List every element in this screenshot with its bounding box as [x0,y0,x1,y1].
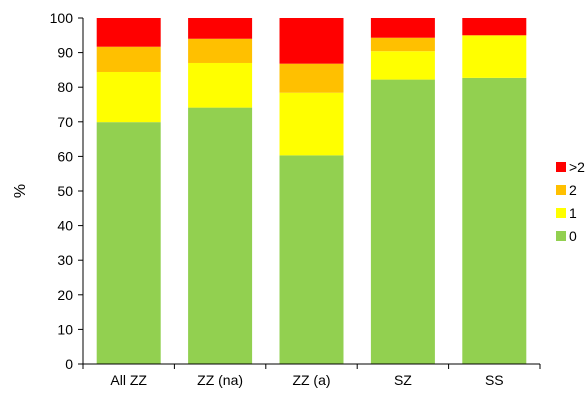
x-tick-label: ZZ (na) [197,372,243,388]
y-tick-label: 40 [57,218,73,234]
legend-item: >2 [556,159,585,175]
bar-segment-1-3 [96,46,161,72]
y-tick-label: 50 [57,183,73,199]
legend-label: 2 [569,182,577,198]
y-tick-label: 70 [57,114,73,130]
bar-segment-2-1 [188,107,253,365]
axes-layer: All ZZ ZZ (na) ZZ (a) SZ SS 0 10 20 30 40 50 60 70 80… [12,10,541,388]
bar-segment-3-1 [279,155,344,364]
legend-item: 2 [556,182,577,198]
legend-label: >2 [569,159,585,175]
legend-label: 1 [569,205,577,221]
legend-item: 0 [556,228,577,244]
legend-swatch [556,208,566,218]
bar-segment-4-3 [370,37,435,52]
bar-segment-4-2 [370,51,435,80]
legend-swatch [556,162,566,172]
bar-segment-2-4 [188,18,253,39]
y-tick-label: 90 [57,45,73,61]
legend-swatch [556,185,566,195]
legend-item: 1 [556,205,577,221]
x-tick-label: ZZ (a) [292,372,330,388]
y-tick-label: 10 [57,321,73,337]
bar-segment-1-4 [96,18,161,47]
y-tick-label: 60 [57,148,73,164]
y-tick-label: 0 [65,356,73,372]
x-tick-label: All ZZ [110,372,147,388]
y-tick-label: 30 [57,252,73,268]
x-tick-label: SS [485,372,504,388]
y-tick-label: 80 [57,79,73,95]
bar-segment-1-1 [96,122,161,365]
bar-segment-2-3 [188,38,253,63]
bar-segment-2-2 [188,62,253,108]
legend-label: 0 [569,228,577,244]
bar-segment-3-3 [279,63,344,93]
y-axis-title: % [12,184,29,198]
bar-segment-1-2 [96,71,161,123]
y-tick-label: 20 [57,287,73,303]
bars-layer [96,18,527,365]
x-tick-label: SZ [394,372,412,388]
bar-segment-5-2 [462,35,527,78]
legend-swatch [556,231,566,241]
bar-segment-4-1 [370,79,435,364]
bar-segment-5-4 [462,18,527,36]
y-tick-label: 100 [50,10,74,26]
legend: >2 2 1 0 [556,159,585,244]
bar-segment-3-2 [279,92,344,156]
bar-segment-5-1 [462,77,527,365]
bar-segment-4-4 [370,18,435,38]
bar-segment-3-4 [279,18,344,64]
